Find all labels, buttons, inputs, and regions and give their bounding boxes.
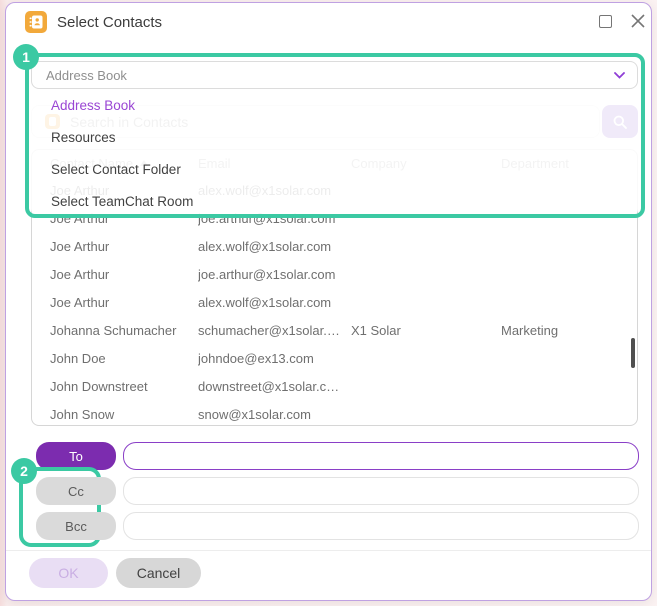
contact-row[interactable]: John Downstreet downstreet@x1solar.com: [32, 372, 637, 400]
contact-row[interactable]: John Doe johndoe@ex13.com: [32, 344, 637, 372]
step-1-badge: 1: [13, 44, 39, 70]
contact-email: snow@x1solar.com: [198, 406, 311, 422]
contact-name: Joe Arthur: [50, 266, 110, 282]
contact-row[interactable]: Joe Arthur joe.arthur@x1solar.com: [32, 260, 637, 288]
contact-row[interactable]: John Snow snow@x1solar.com: [32, 400, 637, 425]
ok-button[interactable]: OK: [29, 558, 108, 588]
contact-name: John Snow: [50, 406, 115, 422]
address-book-icon: [25, 11, 47, 33]
folder-dropdown-option[interactable]: Address Book: [51, 97, 136, 113]
bcc-input[interactable]: [123, 512, 639, 540]
footer-divider: [6, 550, 651, 551]
folder-select-value: Address Book: [46, 67, 127, 83]
folder-dropdown-option[interactable]: Select Contact Folder: [51, 161, 181, 177]
contact-email: downstreet@x1solar.com: [198, 378, 345, 394]
table-scrollbar-thumb[interactable]: [631, 338, 635, 368]
folder-dropdown-menu: Address Book Resources Select Contact Fo…: [31, 89, 638, 217]
to-button[interactable]: To: [36, 442, 116, 470]
folder-select[interactable]: Address Book: [31, 61, 638, 89]
bcc-button[interactable]: Bcc: [36, 512, 116, 540]
close-icon[interactable]: [630, 13, 646, 29]
contact-email: alex.wolf@x1solar.com: [198, 238, 332, 254]
contact-email: alex.wolf@x1solar.com: [198, 294, 332, 310]
contact-name: John Downstreet: [50, 378, 148, 394]
contact-email: johndoe@ex13.com: [198, 350, 314, 366]
step-2-badge: 2: [11, 458, 37, 484]
contact-name: Johanna Schumacher: [50, 322, 177, 338]
chevron-down-icon: [614, 71, 625, 79]
contact-company: X1 Solar: [351, 322, 401, 338]
contact-name: Joe Arthur: [50, 294, 110, 310]
contact-row[interactable]: Joe Arthur alex.wolf@x1solar.com: [32, 232, 637, 260]
folder-dropdown-option[interactable]: Select TeamChat Room: [51, 193, 194, 209]
cancel-button[interactable]: Cancel: [116, 558, 201, 588]
to-input[interactable]: [123, 442, 639, 470]
contact-department: Marketing: [501, 322, 559, 338]
cc-input[interactable]: [123, 477, 639, 505]
contact-row[interactable]: Johanna Schumacher schumacher@x1solar.c……: [32, 316, 637, 344]
maximize-button[interactable]: [599, 15, 612, 28]
contact-email: schumacher@x1solar.c…: [198, 322, 347, 338]
contact-name: John Doe: [50, 350, 106, 366]
select-contacts-dialog: Select Contacts Address Book Search in C…: [5, 2, 652, 601]
folder-dropdown-option[interactable]: Resources: [51, 129, 116, 145]
dialog-title: Select Contacts: [57, 14, 163, 31]
contact-row[interactable]: Joe Arthur alex.wolf@x1solar.com: [32, 288, 637, 316]
contact-name: Joe Arthur: [50, 238, 110, 254]
cc-button[interactable]: Cc: [36, 477, 116, 505]
contact-email: joe.arthur@x1solar.com: [198, 266, 336, 282]
